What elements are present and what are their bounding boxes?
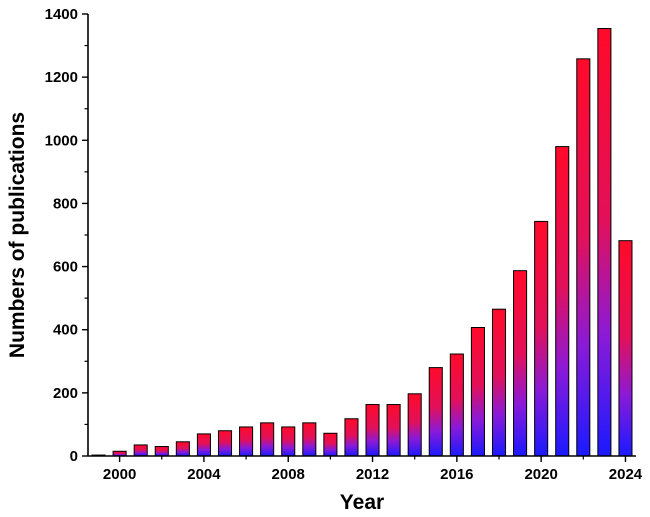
bar-2011 bbox=[344, 418, 359, 457]
x-axis-title: Year bbox=[340, 491, 384, 514]
y-tick-label-0: 0 bbox=[70, 448, 78, 465]
bar-2022 bbox=[576, 58, 591, 457]
bar-2024 bbox=[618, 240, 633, 457]
y-tick-label-1400: 1400 bbox=[45, 6, 78, 23]
bar-2012 bbox=[365, 404, 380, 457]
bar-2010 bbox=[323, 432, 338, 457]
bar-2006 bbox=[239, 426, 254, 457]
bar-2019 bbox=[513, 270, 528, 457]
y-tick-label-1000: 1000 bbox=[45, 132, 78, 149]
x-tick-label-2000: 2000 bbox=[103, 466, 136, 483]
bar-2007 bbox=[260, 422, 275, 457]
y-tick-label-800: 800 bbox=[53, 195, 78, 212]
x-tick-label-2020: 2020 bbox=[524, 466, 557, 483]
bar-2002 bbox=[154, 446, 169, 457]
bar-2015 bbox=[428, 367, 443, 457]
bar-2014 bbox=[407, 393, 422, 457]
bar-2016 bbox=[449, 353, 464, 457]
bar-2001 bbox=[133, 444, 148, 457]
y-axis-title: Numbers of publications bbox=[6, 112, 29, 358]
y-tick-label-600: 600 bbox=[53, 259, 78, 276]
bar-2021 bbox=[555, 146, 570, 457]
labels-group: Year Numbers of publications bbox=[6, 112, 384, 514]
y-tick-label-1200: 1200 bbox=[45, 69, 78, 86]
bar-2008 bbox=[281, 426, 296, 457]
x-tick-label-2012: 2012 bbox=[356, 466, 389, 483]
bar-2004 bbox=[196, 433, 211, 457]
bar-2009 bbox=[302, 422, 317, 457]
bar-2017 bbox=[470, 327, 485, 457]
bar-2020 bbox=[534, 220, 549, 457]
bar-2018 bbox=[491, 308, 507, 457]
x-tick-label-2004: 2004 bbox=[187, 466, 221, 483]
axes-group: 0 200 400 600 800 1000 1200 1400 2000 2004 2008 201… bbox=[45, 6, 643, 483]
bar-2003 bbox=[175, 441, 190, 457]
x-tick-label-2008: 2008 bbox=[272, 466, 305, 483]
x-tick-label-2016: 2016 bbox=[440, 466, 473, 483]
bar-2005 bbox=[217, 430, 233, 457]
bar-2023 bbox=[597, 28, 612, 457]
x-tick-label-2024: 2024 bbox=[609, 466, 643, 483]
bar-2013 bbox=[386, 404, 401, 457]
y-tick-label-400: 400 bbox=[53, 322, 78, 339]
y-tick-label-200: 200 bbox=[53, 385, 78, 402]
bars-group bbox=[91, 28, 633, 457]
